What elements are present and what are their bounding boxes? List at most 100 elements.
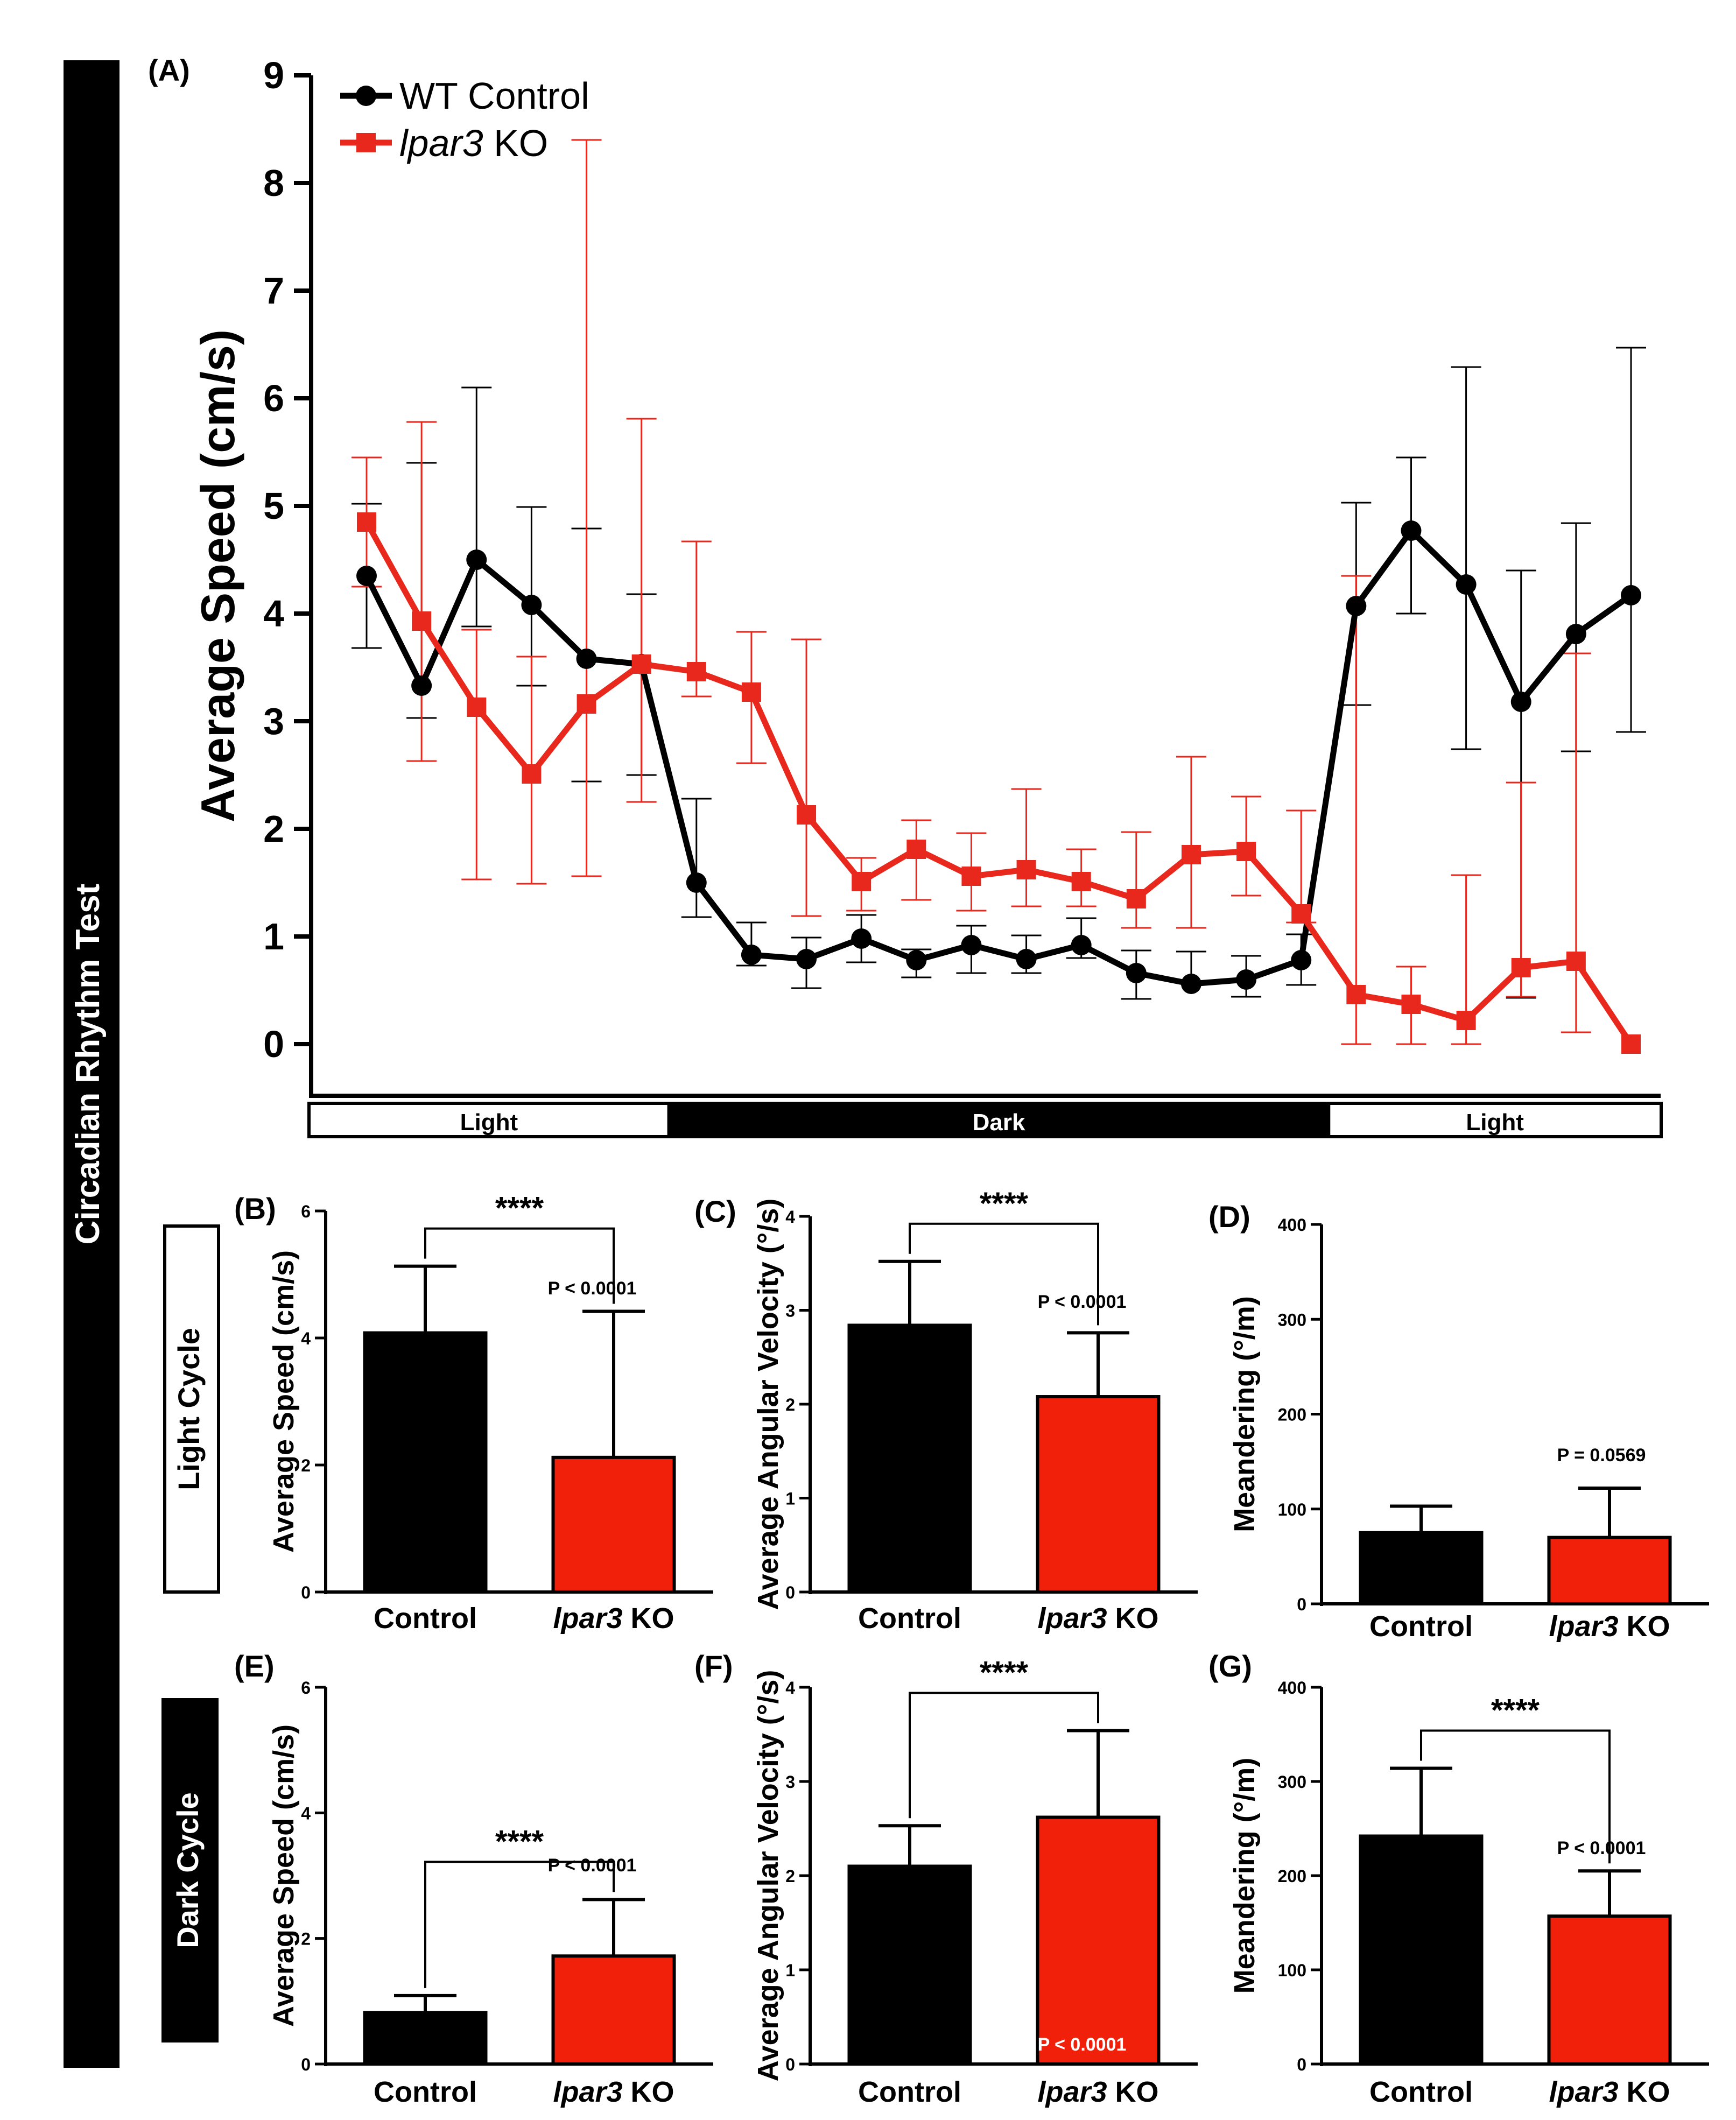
significance-bracket: [424, 1227, 615, 1304]
y-tick-label: 2: [263, 808, 284, 850]
y-tick-label: 200: [1278, 1867, 1306, 1886]
y-tick-label: 4: [301, 1329, 311, 1348]
ko-data-point: [741, 682, 761, 702]
ko-bar: [1036, 1815, 1161, 2066]
ko-data-point: [1236, 842, 1256, 861]
significance-stars: ****: [495, 1824, 544, 1859]
control-bar: [847, 1864, 972, 2066]
category-label-control: Control: [1369, 2076, 1473, 2108]
ko-data-point: [1456, 1011, 1476, 1030]
ko-data-point: [1291, 904, 1311, 924]
category-label-control: Control: [374, 1602, 477, 1635]
side-title-bar: [64, 60, 120, 2068]
significance-bracket: [1420, 1729, 1611, 1864]
ko-data-point: [357, 512, 376, 532]
wt-data-point: [466, 550, 487, 570]
significance-stars: ****: [980, 1656, 1029, 1691]
y-tick-label: 100: [1278, 1500, 1306, 1519]
y-tick-label: 1: [785, 1961, 795, 1980]
wt-data-point: [961, 935, 982, 955]
y-tick-label: 8: [263, 162, 284, 204]
ko-data-point: [1621, 1034, 1641, 1054]
side-title: Circadian Rhythm Test: [69, 884, 107, 1245]
ko-bar: [1547, 1914, 1672, 2066]
ko-data-point: [686, 662, 706, 681]
category-label-control: Control: [858, 1602, 961, 1635]
wt-data-point: [686, 872, 707, 893]
panel-label: (B): [234, 1192, 276, 1225]
p-value: P < 0.0001: [1038, 1292, 1127, 1312]
phase-label: Light: [1466, 1109, 1524, 1136]
wt-data-point: [741, 945, 762, 965]
wt-data-point: [521, 595, 542, 615]
phase-block: [307, 1102, 671, 1138]
wt-data-point: [411, 675, 432, 696]
panel-b-bar-chart: (B) 0 2 4 6 Average Speed (cm/s) Control lpar3 …: [234, 1191, 713, 1635]
category-label-control: Control: [1369, 1610, 1473, 1643]
wt-data-point: [796, 949, 817, 969]
ko-data-point: [1511, 958, 1531, 977]
y-tick-label: 3: [785, 1772, 795, 1792]
p-value: P = 0.0569: [1557, 1445, 1646, 1466]
y-tick-label: 4: [301, 1804, 311, 1823]
wt-data-point: [356, 566, 377, 586]
y-tick-label: 0: [785, 1583, 795, 1602]
panel-d-bar-chart: (D) 0 100 200 300 400 Meandering (°/m) Control l…: [1208, 1200, 1709, 1643]
y-tick-label: 4: [785, 1678, 795, 1698]
panel-a-line-chart: (A) 0 1 2 3 4 5 6 7 8 9 Average Speed (cm/s) Light Da…: [148, 53, 1663, 1138]
ko-series-line: [364, 520, 1634, 1046]
dark-cycle-label: Dark Cycle: [171, 1792, 205, 1948]
y-axis-title: Meandering (°/m): [1228, 1758, 1261, 1994]
ko-data-point: [467, 698, 487, 717]
phase-label: Dark: [973, 1109, 1025, 1136]
y-tick-label: 0: [785, 2055, 795, 2074]
wt-data-point: [1236, 969, 1257, 990]
significance-bracket: [909, 1222, 1099, 1326]
wt-data-point: [1456, 574, 1477, 595]
wt-data-point: [906, 950, 927, 970]
y-tick-label: 0: [263, 1023, 284, 1065]
light-cycle-box: [163, 1224, 220, 1594]
ko-data-point: [1181, 845, 1201, 864]
y-tick-label: 2: [785, 1867, 795, 1886]
y-tick-label: 2: [301, 1929, 311, 1949]
ko-data-point: [412, 611, 432, 631]
y-tick-label: 2: [785, 1395, 795, 1414]
p-value: P < 0.0001: [1038, 2034, 1127, 2055]
control-bar: [1359, 1834, 1484, 2066]
ko-data-point: [631, 654, 651, 674]
y-axis-title: Average Angular Velocity (°/s): [752, 1199, 784, 1610]
panel-label: (C): [694, 1194, 736, 1228]
y-tick-label: 0: [1297, 1595, 1306, 1614]
y-tick-label: 3: [263, 700, 284, 742]
y-tick-label: 2: [301, 1456, 311, 1475]
ko-data-point: [522, 764, 542, 784]
ko-data-point: [906, 840, 926, 859]
y-tick-label: 7: [263, 270, 284, 312]
y-tick-label: 300: [1278, 1772, 1306, 1792]
phase-label: Light: [460, 1109, 518, 1136]
category-label-ko: lpar3 KO: [1037, 1602, 1158, 1635]
y-tick-label: 6: [263, 377, 284, 419]
category-label-ko: lpar3 KO: [1037, 2076, 1158, 2108]
y-axis-title: Average Angular Velocity (°/s): [752, 1670, 784, 2082]
ko-data-point: [1126, 889, 1146, 908]
category-label-control: Control: [858, 2076, 961, 2108]
y-tick-label: 400: [1278, 1215, 1306, 1235]
p-value: P < 0.0001: [548, 1855, 637, 1876]
y-tick-label: 0: [301, 1583, 311, 1602]
control-bar: [363, 2011, 488, 2066]
y-axis-title: Meandering (°/m): [1228, 1296, 1261, 1532]
ko-data-point: [961, 867, 981, 886]
legend-ko-marker: [356, 133, 376, 152]
wt-data-point: [1621, 585, 1641, 605]
wt-data-point: [1016, 949, 1037, 969]
wt-data-point: [1291, 950, 1312, 970]
ko-data-point: [1401, 995, 1421, 1014]
ko-bar: [1036, 1395, 1161, 1594]
y-tick-label: 1: [785, 1489, 795, 1509]
y-tick-label: 9: [263, 54, 284, 96]
panel-label: (G): [1208, 1649, 1252, 1683]
